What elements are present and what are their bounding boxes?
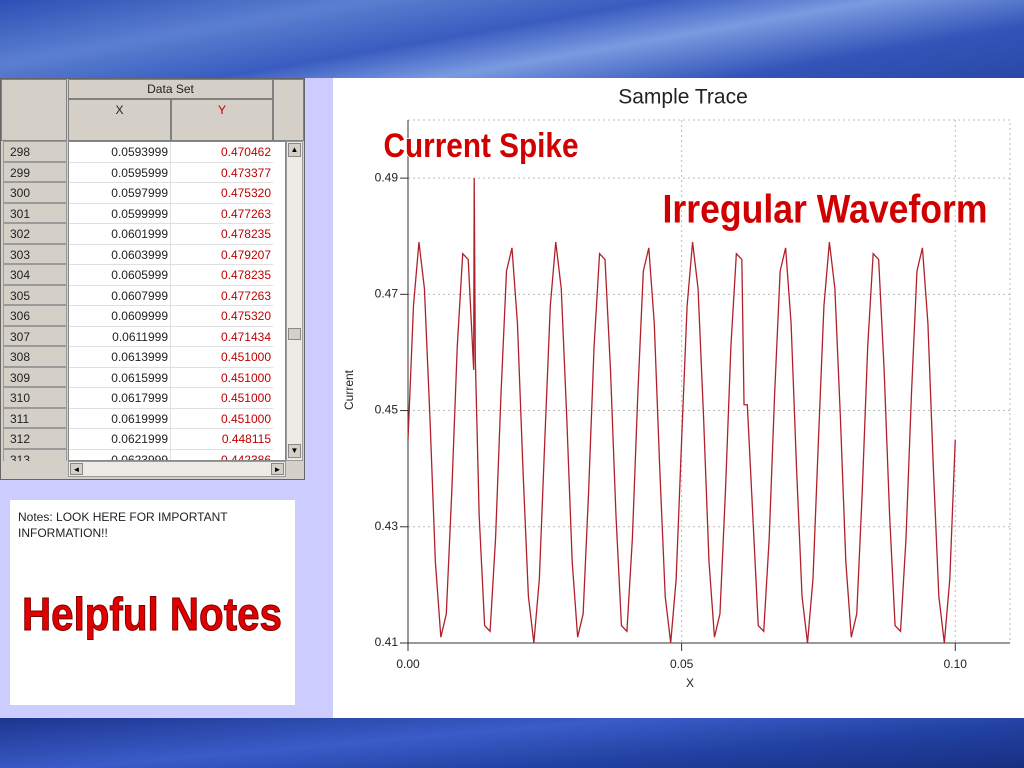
x-cell: 0.0601999 <box>69 224 171 245</box>
x-tick-label: 0.00 <box>396 657 420 671</box>
row-number-column: 298 299 300 301 302 303 304 305 306 307 308 309 310 3… <box>1 141 67 461</box>
vertical-scrollbar[interactable]: ▲ ▼ <box>286 141 303 461</box>
top-banner <box>0 0 1024 78</box>
y-tick-label: 0.45 <box>375 403 399 417</box>
corner-cell <box>1 79 67 141</box>
x-cell: 0.0619999 <box>69 408 171 429</box>
y-cell: 0.478235 <box>171 224 273 245</box>
row-number: 310 <box>3 387 67 408</box>
y-cell: 0.451000 <box>171 347 273 368</box>
scroll-down[interactable]: ▼ <box>288 444 301 458</box>
column-header: X <box>68 99 171 141</box>
x-cell: 0.0609999 <box>69 306 171 327</box>
x-cell: 0.0595999 <box>69 162 171 183</box>
y-cell: 0.479207 <box>171 245 273 265</box>
y-cell: 0.448115 <box>171 429 273 450</box>
chart-title: Sample Trace <box>618 86 748 109</box>
row-number: 301 <box>3 202 67 223</box>
y-cell: 0.451000 <box>171 409 273 429</box>
scroll-up[interactable]: ▲ <box>288 143 301 157</box>
y-cell: 0.451000 <box>171 368 273 388</box>
chart-background <box>333 78 1024 718</box>
row-number: 308 <box>3 346 67 367</box>
row-number: 300 <box>3 182 67 203</box>
data-table: Data Set X Y 298 299 300 301 302 303 304 305 306… <box>0 78 305 480</box>
x-cell: 0.0623999 <box>69 449 171 460</box>
x-cell: 0.0613999 <box>69 347 171 368</box>
column-header: Y <box>171 99 273 141</box>
x-cell: 0.0593999 <box>69 142 171 163</box>
y-cell: 0.442386 <box>171 450 273 461</box>
row-number: 299 <box>3 161 67 182</box>
x-tick-label: 0.10 <box>944 657 968 671</box>
group-header: Data Set <box>68 79 273 99</box>
annotation: Irregular Waveform <box>663 188 988 232</box>
x-cell: 0.0617999 <box>69 388 171 409</box>
y-cell: 0.478235 <box>171 265 273 286</box>
row-number: 312 <box>3 428 67 449</box>
row-number: 298 <box>3 141 67 162</box>
row-number: 311 <box>3 407 67 428</box>
row-number: 307 <box>3 325 67 346</box>
row-number: 309 <box>3 366 67 387</box>
x-cell: 0.0605999 <box>69 265 171 286</box>
row-number: 306 <box>3 305 67 326</box>
x-cell: 0.0599999 <box>69 203 171 224</box>
row-number: 313 <box>3 448 67 461</box>
y-cell: 0.451000 <box>171 388 273 409</box>
y-cell: 0.475320 <box>171 183 273 204</box>
y-tick-label: 0.43 <box>375 519 399 533</box>
y-tick-label: 0.47 <box>375 287 399 301</box>
horizontal-scrollbar[interactable]: ◄ ► <box>68 461 286 477</box>
x-axis-label: X <box>686 676 694 690</box>
x-cell: 0.0597999 <box>69 183 171 204</box>
y-tick-label: 0.41 <box>375 635 399 649</box>
x-cell: 0.0615999 <box>69 367 171 388</box>
notes-text: Notes: LOOK HERE FOR IMPORTANT INFORMATI… <box>18 510 228 540</box>
row-number: 303 <box>3 243 67 264</box>
y-cell: 0.477263 <box>171 204 273 224</box>
y-cell: 0.471434 <box>171 327 273 347</box>
y-cell: 0.470462 <box>171 142 273 163</box>
scroll-right[interactable]: ► <box>271 463 284 475</box>
notes-heading: Helpful Notes <box>22 588 282 640</box>
row-number: 305 <box>3 284 67 305</box>
y-axis-label: Current <box>342 369 356 410</box>
table-body: 0.0593999 0.470462 0.0595999 0.473377 0.0597… <box>68 141 286 461</box>
x-tick-label: 0.05 <box>670 657 694 671</box>
row-number: 302 <box>3 223 67 244</box>
x-cell: 0.0607999 <box>69 285 171 306</box>
y-cell: 0.475320 <box>171 306 273 327</box>
annotation: Current Spike <box>384 127 579 165</box>
row-number: 304 <box>3 264 67 285</box>
x-cell: 0.0611999 <box>69 326 171 347</box>
y-cell: 0.473377 <box>171 163 273 183</box>
bottom-banner <box>0 718 1024 768</box>
x-cell: 0.0603999 <box>69 244 171 265</box>
scroll-thumb[interactable] <box>288 328 301 340</box>
header-filler <box>273 79 304 141</box>
notes-heading-svg: Helpful Notes <box>22 588 283 641</box>
x-cell: 0.0621999 <box>69 429 171 450</box>
scroll-left[interactable]: ◄ <box>70 463 83 475</box>
y-tick-label: 0.49 <box>375 170 399 184</box>
notes-box: Notes: LOOK HERE FOR IMPORTANT INFORMATI… <box>10 500 295 705</box>
data-line <box>407 178 956 644</box>
y-cell: 0.477263 <box>171 286 273 306</box>
